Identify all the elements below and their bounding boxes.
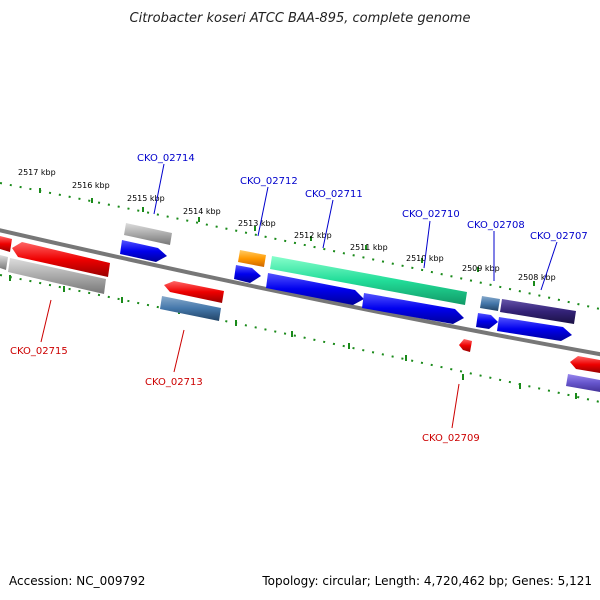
gene-grey-left[interactable] — [0, 255, 8, 270]
gene-cko-02711[interactable] — [266, 273, 364, 305]
accession-text: Accession: NC_009792 — [9, 574, 145, 588]
forward-features — [120, 223, 576, 341]
gene-rna-left[interactable] — [8, 258, 106, 294]
kbp-label: 2509 kbp — [462, 264, 500, 273]
gene-label-cko-02708[interactable]: CKO_02708 — [467, 220, 525, 231]
gene-cko-02710[interactable] — [362, 293, 464, 324]
kbp-label: 2516 kbp — [72, 181, 110, 190]
gene-teal-feature[interactable] — [270, 256, 467, 305]
inner-tick-track — [0, 274, 600, 403]
gene-label-cko-02714[interactable]: CKO_02714 — [137, 153, 195, 164]
leader-cko-02713 — [173, 329, 185, 373]
map-title: Citrobacter koseri ATCC BAA-895, complet… — [130, 11, 471, 26]
gene-cko-02707[interactable] — [497, 317, 572, 341]
label-leaders — [40, 163, 558, 429]
gene-cko-02712[interactable] — [234, 265, 261, 283]
gene-cko-02707-navy[interactable] — [500, 299, 576, 324]
gene-cko-02713-steel[interactable] — [160, 296, 221, 321]
kbp-label: 2512 kbp — [294, 231, 332, 240]
leader-cko-02712 — [257, 186, 269, 237]
gene-label-cko-02707[interactable]: CKO_02707 — [530, 231, 588, 242]
gene-cko-02709[interactable] — [459, 339, 472, 352]
gene-label-cko-02711[interactable]: CKO_02711 — [305, 189, 363, 200]
gene-red-edge-right[interactable] — [570, 356, 600, 373]
gene-labels: CKO_02714 CKO_02712 CKO_02711 CKO_02710 … — [10, 153, 588, 444]
gene-label-cko-02715[interactable]: CKO_02715 — [10, 346, 68, 357]
leader-cko-02715 — [40, 299, 52, 343]
kbp-label: 2513 kbp — [238, 219, 276, 228]
gene-red-edge-left[interactable] — [0, 236, 12, 252]
genome-backbone — [0, 228, 600, 357]
gene-cko-02708-steel[interactable] — [480, 296, 500, 311]
kbp-label: 2511 kbp — [350, 243, 388, 252]
kbp-label: 2508 kbp — [518, 273, 556, 282]
leader-cko-02707 — [540, 241, 558, 291]
reverse-features — [0, 236, 600, 392]
gene-cko-02715[interactable] — [12, 242, 110, 277]
leader-cko-02711 — [322, 199, 334, 249]
outer-tick-track — [0, 182, 600, 310]
kbp-label: 2514 kbp — [183, 207, 221, 216]
gene-rna-feature[interactable] — [124, 223, 172, 245]
gene-cko-02714[interactable] — [120, 240, 167, 262]
gene-label-cko-02710[interactable]: CKO_02710 — [402, 209, 460, 220]
leader-cko-02714 — [153, 163, 165, 215]
kbp-label: 2517 kbp — [18, 168, 56, 177]
leader-cko-02709 — [451, 383, 460, 429]
gene-label-cko-02713[interactable]: CKO_02713 — [145, 377, 203, 388]
gene-label-cko-02712[interactable]: CKO_02712 — [240, 176, 298, 187]
gene-cko-02708[interactable] — [476, 313, 498, 329]
gene-cko-02713[interactable] — [164, 281, 224, 303]
gene-orange-feature[interactable] — [238, 250, 266, 267]
leader-cko-02710 — [423, 220, 431, 269]
gene-lavender-edge-right[interactable] — [566, 374, 600, 392]
gene-label-cko-02709[interactable]: CKO_02709 — [422, 433, 480, 444]
genome-summary-text: Topology: circular; Length: 4,720,462 bp… — [261, 574, 592, 588]
kbp-label: 2515 kbp — [127, 194, 165, 203]
